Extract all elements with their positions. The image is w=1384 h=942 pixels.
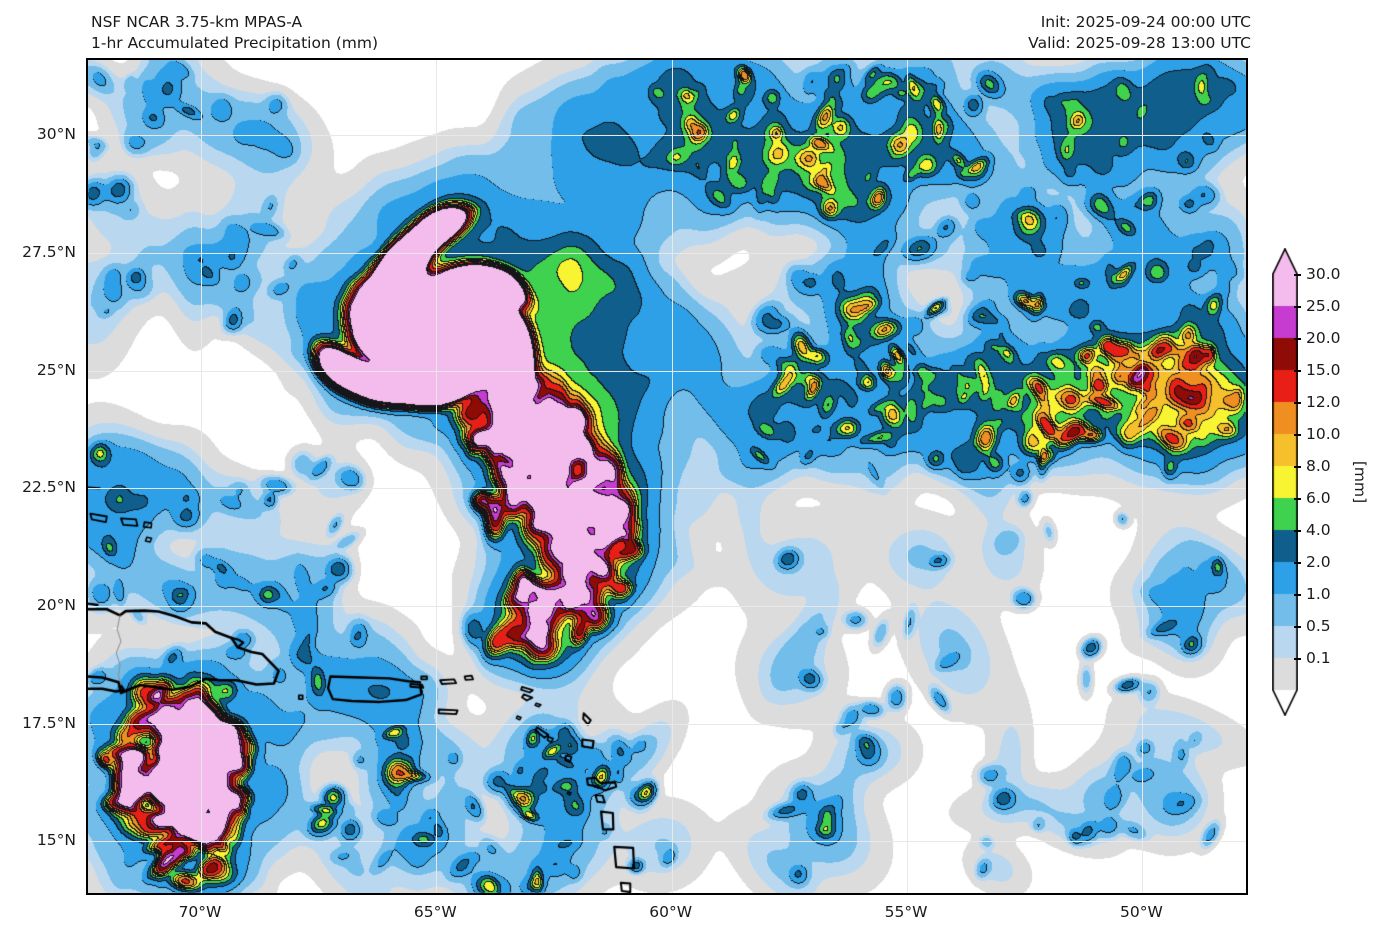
colorbar-tick-label: 8.0	[1306, 457, 1331, 475]
longitude-label: 50°W	[1120, 903, 1163, 921]
latitude-label: 15°N	[36, 831, 76, 850]
tick-longitude	[672, 893, 673, 895]
colorbar-tick-label: 15.0	[1306, 361, 1341, 379]
colorbar-tick-label: 0.5	[1306, 617, 1331, 635]
colorbar-tick	[1294, 370, 1301, 372]
precipitation-field-canvas	[88, 60, 1246, 893]
colorbar-tick-label: 30.0	[1306, 265, 1341, 283]
colorbar-tick	[1294, 658, 1301, 660]
latitude-label: 27.5°N	[22, 242, 76, 261]
tick-longitude	[907, 893, 908, 895]
tick-latitude	[86, 841, 88, 842]
gridline-vertical	[436, 60, 438, 893]
gridline-horizontal	[88, 841, 1246, 843]
tick-longitude	[1142, 893, 1143, 895]
colorbar-gradient	[1272, 248, 1298, 716]
latitude-label: 30°N	[36, 125, 76, 144]
longitude-label: 70°W	[178, 903, 222, 921]
colorbar-tick	[1294, 466, 1301, 468]
map-plot-area[interactable]	[86, 58, 1248, 895]
tick-longitude	[436, 893, 437, 895]
colorbar-tick-label: 10.0	[1306, 425, 1341, 443]
colorbar[interactable]: 30.0 25.0 20.0 15.0 12.0 10.0 8.0 6.0 4.0 2.0 1.0 0…	[1268, 248, 1384, 716]
tick-latitude	[86, 135, 88, 136]
model-title: NSF NCAR 3.75-km MPAS-A	[91, 13, 303, 31]
tick-latitude	[86, 371, 88, 372]
colorbar-units-label: [mm]	[1351, 460, 1369, 504]
colorbar-tick	[1294, 434, 1301, 436]
colorbar-tick	[1294, 626, 1301, 628]
latitude-label: 17.5°N	[22, 713, 76, 732]
latitude-label: 25°N	[36, 360, 76, 379]
gridline-vertical	[907, 60, 909, 893]
colorbar-tick-label: 20.0	[1306, 329, 1341, 347]
tick-latitude	[86, 488, 88, 489]
init-time-label: Init: 2025-09-24 00:00 UTC	[1040, 13, 1251, 31]
gridline-vertical	[200, 60, 202, 893]
colorbar-tick	[1294, 306, 1301, 308]
latitude-label: 22.5°N	[22, 478, 76, 497]
colorbar-tick-label: 2.0	[1306, 553, 1331, 571]
longitude-label: 65°W	[413, 903, 457, 921]
colorbar-tick	[1294, 562, 1301, 564]
colorbar-tick-label: 12.0	[1306, 393, 1341, 411]
longitude-label: 55°W	[884, 903, 928, 921]
colorbar-tick-label: 25.0	[1306, 297, 1341, 315]
valid-time-label: Valid: 2025-09-28 13:00 UTC	[1028, 34, 1251, 52]
colorbar-tick	[1294, 402, 1301, 404]
tick-latitude	[86, 606, 88, 607]
colorbar-tick	[1294, 594, 1301, 596]
colorbar-tick	[1294, 274, 1301, 276]
longitude-label: 60°W	[649, 903, 693, 921]
colorbar-tick	[1294, 530, 1301, 532]
gridline-horizontal	[88, 723, 1246, 725]
gridline-horizontal	[88, 135, 1246, 137]
tick-latitude	[86, 724, 88, 725]
latitude-label: 20°N	[36, 595, 76, 614]
gridline-horizontal	[88, 252, 1246, 254]
colorbar-tick	[1294, 498, 1301, 500]
gridline-horizontal	[88, 488, 1246, 490]
tick-latitude	[86, 253, 88, 254]
tick-longitude	[201, 893, 202, 895]
figure-header-left: NSF NCAR 3.75-km MPAS-A 1-hr Accumulated …	[91, 12, 378, 54]
gridline-horizontal	[88, 370, 1246, 372]
gridline-vertical	[671, 60, 673, 893]
colorbar-tick-label: 4.0	[1306, 521, 1331, 539]
figure-header-right: Init: 2025-09-24 00:00 UTC Valid: 2025-09…	[1028, 12, 1251, 54]
colorbar-tick-label: 0.1	[1306, 649, 1331, 667]
field-title: 1-hr Accumulated Precipitation (mm)	[91, 34, 378, 52]
colorbar-tick	[1294, 338, 1301, 340]
colorbar-tick-label: 6.0	[1306, 489, 1331, 507]
gridline-vertical	[1142, 60, 1144, 893]
gridline-horizontal	[88, 605, 1246, 607]
colorbar-tick-label: 1.0	[1306, 585, 1331, 603]
